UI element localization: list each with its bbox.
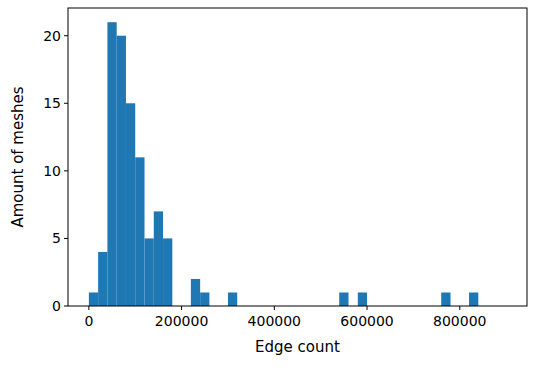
- chart: 0 200000 400000 600000 800000 0 5 10 15 20 Edge co…: [0, 0, 542, 390]
- bar: [145, 238, 154, 306]
- y-tick: [64, 170, 68, 171]
- bar: [117, 36, 126, 306]
- bar: [469, 292, 478, 306]
- x-tick: [459, 306, 460, 310]
- y-tick: [64, 306, 68, 307]
- frame: [68, 8, 527, 306]
- bar: [126, 103, 135, 306]
- chart-root: 0 200000 400000 600000 800000 0 5 10 15 20 Edge co…: [0, 0, 542, 390]
- y-tick-label: 10: [43, 163, 61, 179]
- y-tick-label: 15: [43, 95, 61, 111]
- bar: [163, 238, 172, 306]
- bar: [135, 157, 144, 306]
- bar: [107, 22, 116, 306]
- y-tick: [64, 35, 68, 36]
- x-tick-label: 0: [84, 313, 93, 329]
- x-tick: [88, 306, 89, 310]
- x-tick-label: 800000: [433, 313, 486, 329]
- bar: [154, 211, 163, 306]
- x-tick-label: 400000: [248, 313, 301, 329]
- y-tick: [64, 238, 68, 239]
- bar: [358, 292, 367, 306]
- x-tick: [274, 306, 275, 310]
- bar: [191, 279, 200, 306]
- bar: [441, 292, 450, 306]
- x-tick: [181, 306, 182, 310]
- bar: [228, 292, 237, 306]
- bar: [89, 292, 98, 306]
- y-tick-label: 5: [52, 230, 61, 246]
- x-tick: [367, 306, 368, 310]
- bar: [98, 252, 107, 306]
- y-tick-label: 20: [43, 28, 61, 44]
- bar: [200, 292, 209, 306]
- x-axis-label: Edge count: [255, 338, 340, 356]
- y-tick: [64, 103, 68, 104]
- bar: [339, 292, 348, 306]
- x-tick-label: 600000: [340, 313, 393, 329]
- x-tick-label: 200000: [155, 313, 208, 329]
- y-axis-label: Amount of meshes: [9, 86, 27, 227]
- y-tick-label: 0: [52, 298, 61, 314]
- bars: [89, 22, 478, 306]
